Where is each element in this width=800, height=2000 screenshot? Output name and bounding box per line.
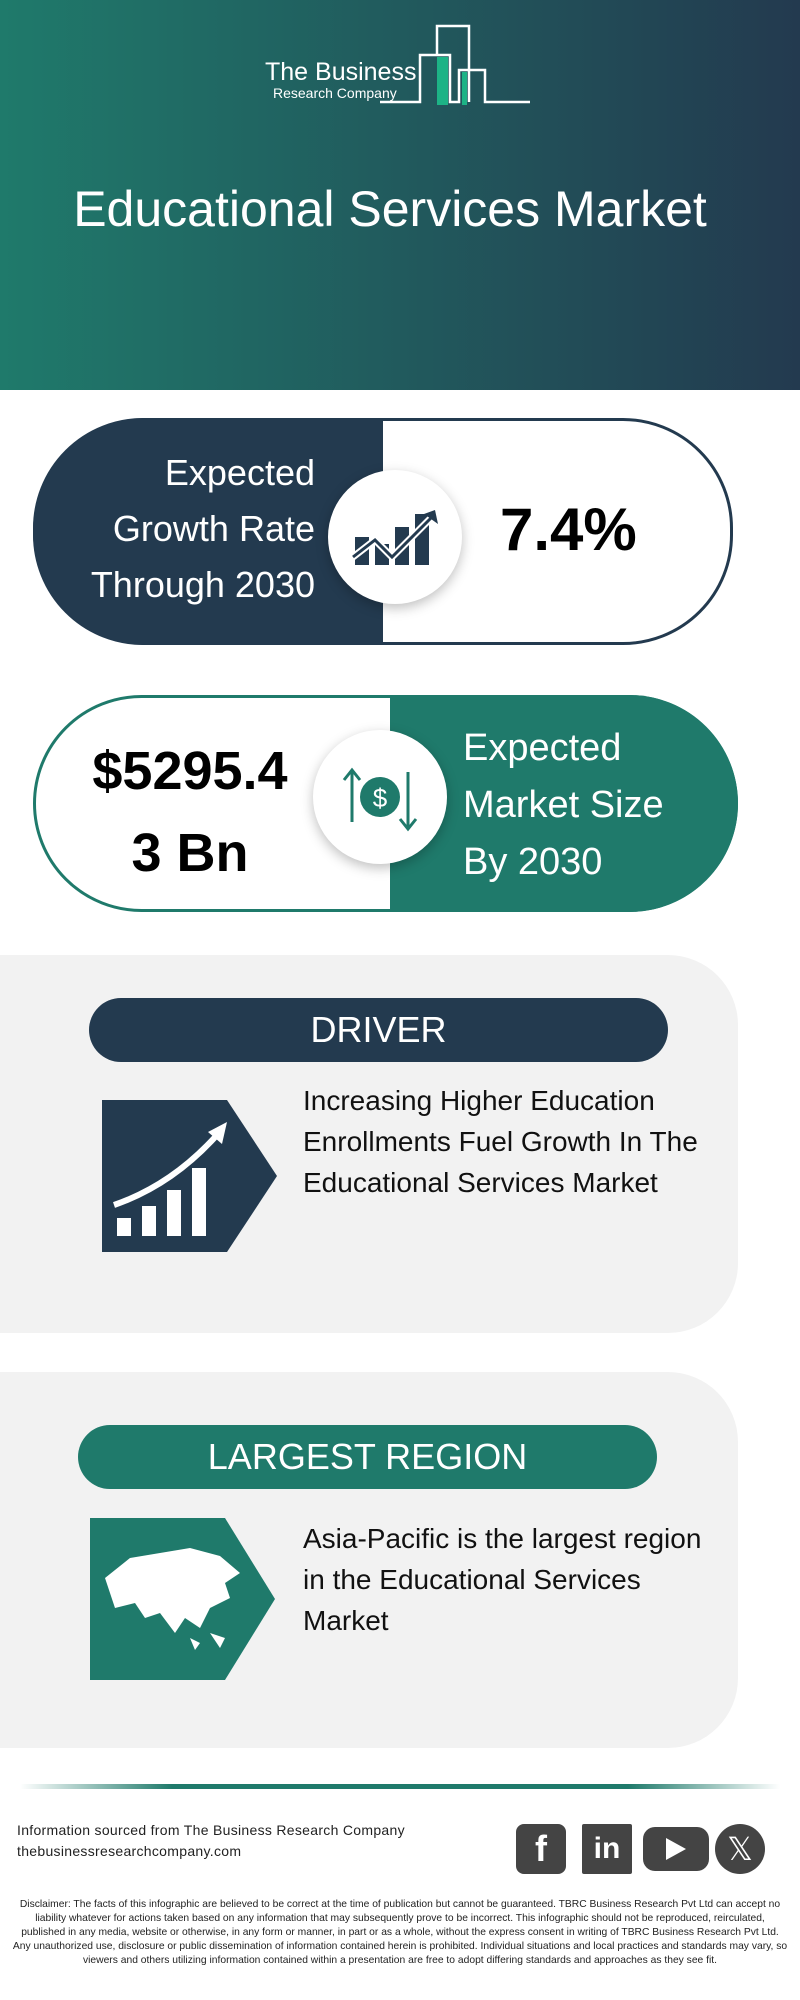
logo-buildings-icon <box>380 24 530 105</box>
driver-heading: DRIVER <box>89 998 668 1062</box>
market-icon-circle: $ <box>313 730 447 864</box>
svg-text:$: $ <box>373 783 388 813</box>
growth-value: 7.4% <box>500 496 637 563</box>
market-size-value: $5295.4 3 Bn <box>60 730 320 894</box>
x-icon[interactable]: 𝕏 <box>715 1824 765 1874</box>
market-size-value-line: 3 Bn <box>131 823 249 883</box>
asia-map-icon <box>90 1518 275 1680</box>
youtube-icon[interactable] <box>643 1827 709 1871</box>
header-banner <box>0 0 800 390</box>
divider <box>20 1784 780 1789</box>
market-size-label-line: Expected <box>463 727 622 769</box>
website-link[interactable]: thebusinessresearchcompany.com <box>17 1843 242 1859</box>
logo-subtext: Research Company <box>273 85 397 101</box>
disclaimer: Disclaimer: The facts of this infographi… <box>12 1899 788 1966</box>
linkedin-icon[interactable]: in <box>582 1824 632 1874</box>
page-title: Educational Services Market <box>73 181 707 237</box>
company-logo: The Business Research Company <box>265 22 535 107</box>
market-size-label-line: By 2030 <box>463 841 603 883</box>
growth-card-label-panel <box>33 418 383 645</box>
growth-chart-icon <box>350 510 438 565</box>
driver-text: Increasing Higher Education Enrollments … <box>303 1085 698 1198</box>
growth-label-line: Growth Rate <box>112 508 315 549</box>
growth-icon-circle <box>328 470 462 604</box>
market-size-label-panel <box>390 695 738 912</box>
source-text: Information sourced from The Business Re… <box>17 1822 405 1838</box>
region-text: Asia-Pacific is the largest region in th… <box>303 1523 702 1636</box>
market-size-label: Expected Market Size By 2030 <box>463 720 664 891</box>
facebook-icon[interactable]: f <box>516 1824 566 1874</box>
dollar-exchange-icon: $ <box>342 767 418 832</box>
growth-label-line: Through 2030 <box>90 564 315 605</box>
logo-text: The Business <box>265 58 417 86</box>
market-size-label-line: Market Size <box>463 784 664 826</box>
growth-label: Expected Growth Rate Through 2030 <box>55 445 315 613</box>
market-size-value-line: $5295.4 <box>92 741 288 801</box>
rising-bar-chart-icon <box>102 1100 277 1252</box>
region-heading: LARGEST REGION <box>78 1425 657 1489</box>
growth-label-line: Expected <box>164 452 315 493</box>
